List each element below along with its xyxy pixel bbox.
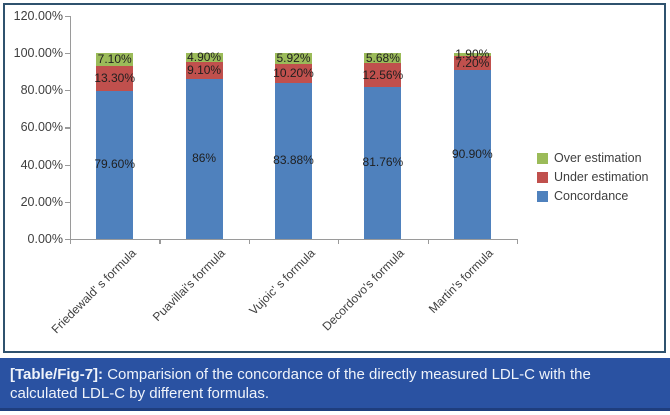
caption-text: Comparision of the concordance of the di… [10, 366, 591, 402]
stacked-bar-chart: 0.00% 20.00% 40.00% 60.00% 80.00% 100.00% 120.… [13, 8, 519, 336]
bar-label: 5.92% [276, 50, 311, 65]
legend-swatch-icon [537, 153, 548, 164]
bar-segment-under-estimation-3 [364, 63, 402, 87]
bar-segment-concordance-0 [96, 90, 134, 239]
bar-segment-concordance-3 [364, 86, 402, 239]
legend: Over estimation Under estimation Concordan… [537, 152, 649, 209]
bar-segment-under-estimation-2 [275, 63, 312, 83]
bar-segment-over-estimation-2 [275, 52, 312, 64]
bar-segment-over-estimation-3 [364, 52, 402, 64]
figure-caption: [Table/Fig-7]: Comparision of the concor… [0, 358, 670, 411]
bar-label: 13.30% [94, 70, 136, 85]
legend-label: Over estimation [554, 151, 642, 165]
x-tick [159, 239, 161, 244]
y-tick [65, 127, 70, 129]
y-tick [65, 90, 70, 92]
x-tick [338, 239, 340, 244]
y-tick [65, 52, 70, 55]
bar-label: 7.20% [455, 55, 490, 70]
bar-label: 86% [192, 151, 217, 166]
bar-label: 12.56% [362, 67, 404, 82]
bar-label: 81.76% [362, 155, 404, 170]
bar-label: 79.60% [94, 157, 136, 172]
legend-item-concordance: Concordance [537, 190, 649, 203]
y-tick-label: 40.00% [20, 157, 63, 172]
bar-label: 4.90% [187, 49, 222, 64]
caption-tag: [Table/Fig-7]: [10, 366, 104, 383]
bar-label: 5.68% [365, 50, 400, 65]
legend-label: Concordance [554, 189, 629, 203]
x-tick [70, 239, 72, 244]
bar-segment-under-estimation-1 [185, 62, 223, 79]
y-axis [70, 15, 72, 239]
bar-segment-over-estimation-1 [185, 52, 223, 62]
bar-segment-over-estimation-4 [453, 52, 491, 57]
bar-label: 9.10% [187, 62, 222, 77]
bar-label: 83.88% [273, 153, 314, 168]
x-axis [70, 239, 518, 241]
legend-swatch-icon [537, 191, 548, 202]
y-tick-label: 100.00% [13, 45, 63, 60]
bar-segment-concordance-1 [185, 78, 223, 239]
y-tick [65, 239, 70, 241]
y-tick-label: 120.00% [13, 8, 63, 23]
legend-label: Under estimation [554, 170, 649, 184]
bar-label: 1.90% [455, 47, 490, 62]
legend-item-over-estimation: Over estimation [537, 152, 649, 165]
bar-segment-under-estimation-0 [96, 66, 134, 91]
y-tick-label: 0.00% [27, 232, 63, 246]
bar-label: 90.90% [451, 146, 493, 161]
y-tick [65, 201, 70, 203]
bar-label: 7.10% [97, 52, 132, 66]
bar-segment-under-estimation-4 [453, 56, 491, 70]
y-tick-label: 80.00% [20, 83, 63, 98]
y-tick [65, 15, 70, 17]
bar-segment-over-estimation-0 [96, 52, 134, 67]
y-tick [65, 164, 70, 166]
legend-item-under-estimation: Under estimation [537, 171, 649, 184]
y-tick-label: 60.00% [20, 120, 63, 135]
legend-swatch-icon [537, 172, 548, 183]
x-tick [248, 239, 250, 244]
bar-segment-concordance-2 [275, 82, 312, 239]
bar-segment-concordance-4 [453, 69, 491, 239]
x-tick [427, 239, 429, 244]
bar-label: 10.20% [273, 65, 314, 80]
y-tick-label: 20.00% [20, 194, 63, 209]
x-tick [517, 239, 519, 244]
